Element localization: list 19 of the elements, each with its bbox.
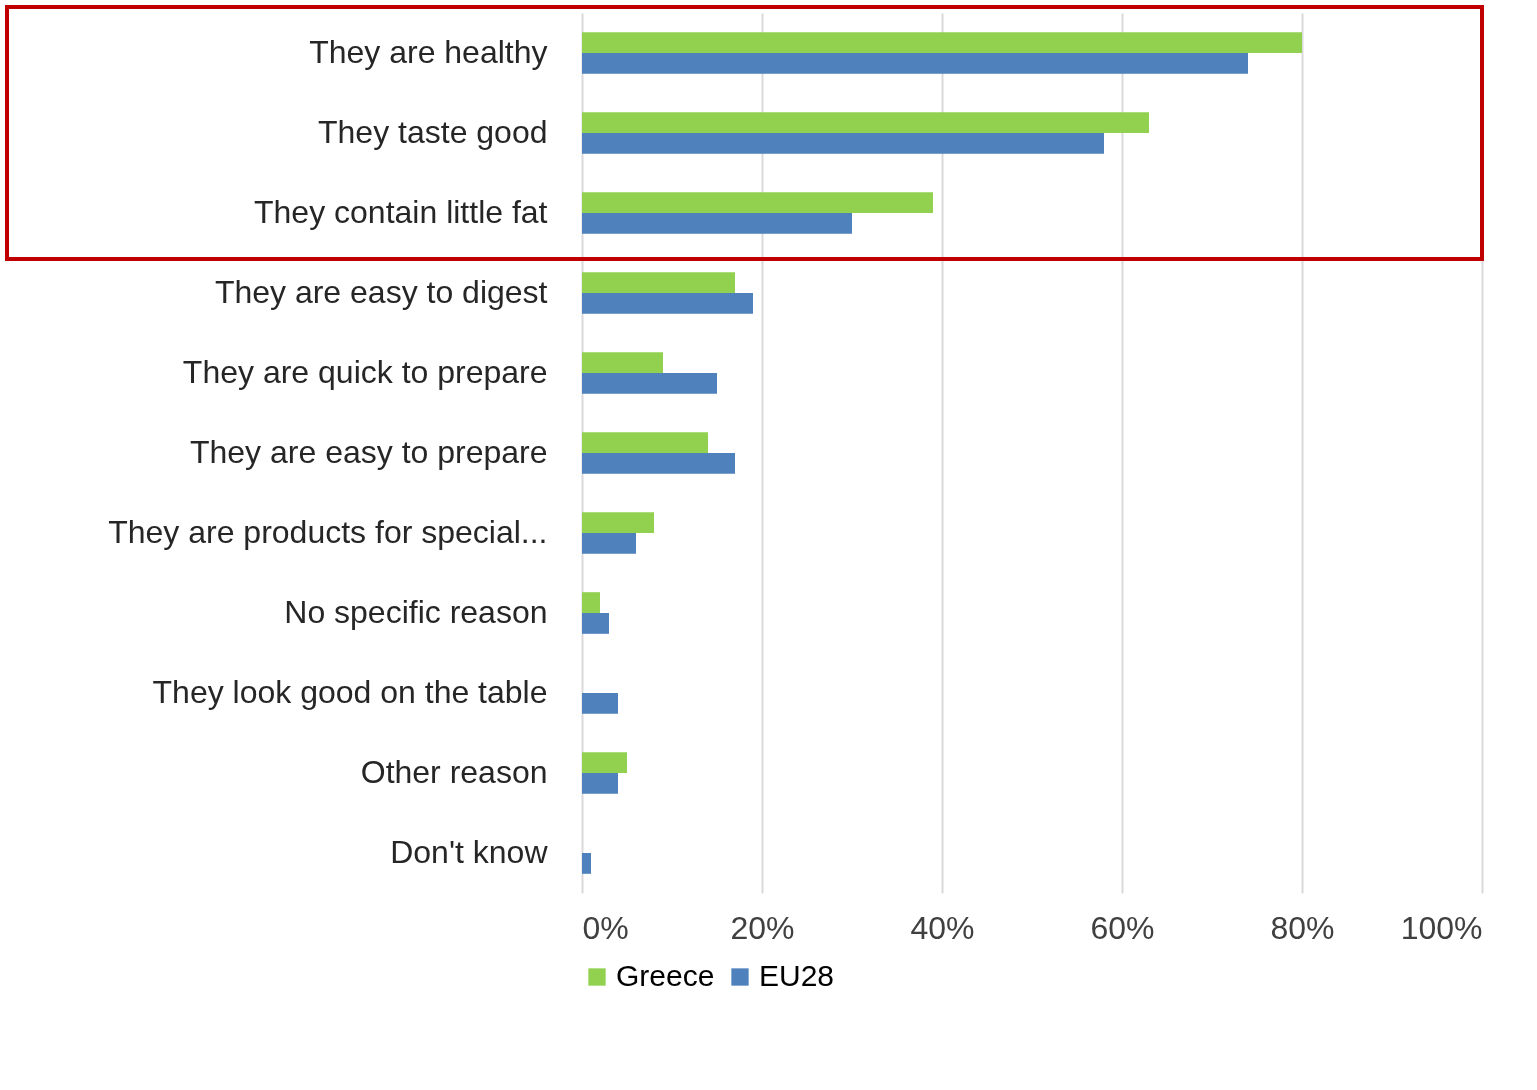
legend-label: EU28	[759, 959, 835, 992]
x-tick-label: 40%	[910, 909, 975, 946]
x-tick-label: 80%	[1270, 909, 1335, 946]
y-tick-label: No specific reason	[284, 594, 548, 630]
x-tick-label: 100%	[1400, 909, 1483, 946]
x-tick-label: 60%	[1090, 909, 1155, 946]
y-tick-label: They are easy to prepare	[189, 434, 548, 470]
legend-label: Greece	[616, 959, 715, 992]
y-tick-label: They are quick to prepare	[182, 354, 548, 390]
y-tick-label: They contain little fat	[254, 194, 548, 230]
y-tick-label: Don't know	[390, 834, 549, 870]
y-tick-label: Other reason	[360, 754, 548, 790]
y-tick-label: They taste good	[318, 114, 548, 150]
y-tick-label: They are healthy	[309, 34, 548, 70]
y-tick-label: They are products for special...	[108, 514, 548, 550]
x-tick-label: 0%	[582, 909, 629, 946]
y-tick-label: They look good on the table	[152, 674, 548, 710]
x-tick-label: 20%	[730, 909, 795, 946]
y-tick-label: They are easy to digest	[214, 274, 548, 310]
